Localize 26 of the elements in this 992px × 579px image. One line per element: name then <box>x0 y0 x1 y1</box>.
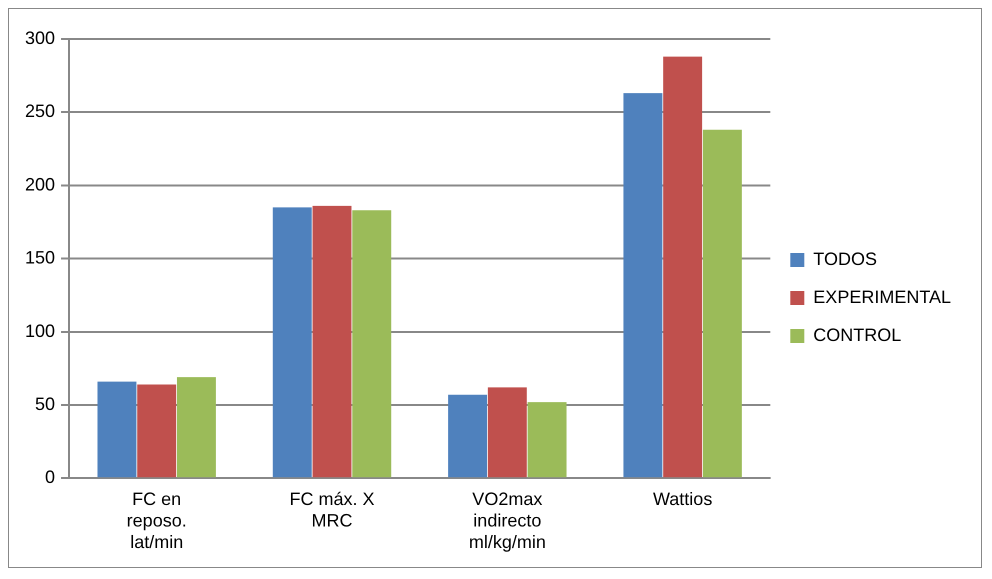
bar <box>623 93 662 478</box>
bar <box>702 130 742 478</box>
bar <box>312 206 352 478</box>
x-tick-label: Wattios <box>652 488 712 509</box>
bar <box>448 394 488 478</box>
legend-label: EXPERIMENTAL <box>813 286 952 307</box>
bar <box>528 402 567 478</box>
bar <box>488 387 527 478</box>
legend-label: CONTROL <box>813 324 902 345</box>
bar <box>663 56 702 478</box>
x-tick-label: VO2max indirecto ml/kg/min <box>468 488 546 552</box>
y-tick-label: 50 <box>35 394 56 414</box>
bar <box>352 210 392 478</box>
y-tick-label: 100 <box>24 320 56 341</box>
bar <box>137 384 176 478</box>
bar <box>272 207 312 478</box>
y-tick-label: 250 <box>24 101 56 122</box>
bar <box>97 382 136 478</box>
bar <box>176 377 216 478</box>
y-tick-label: 150 <box>24 248 56 268</box>
y-tick-label: 300 <box>24 28 56 48</box>
y-tick-label: 200 <box>24 174 56 194</box>
x-tick-label: FC máx. X MRC <box>290 488 375 531</box>
y-tick-label: 0 <box>45 467 56 488</box>
legend-label: TODOS <box>813 248 877 269</box>
x-tick-label: FC en reposo. lat/min <box>126 488 187 552</box>
